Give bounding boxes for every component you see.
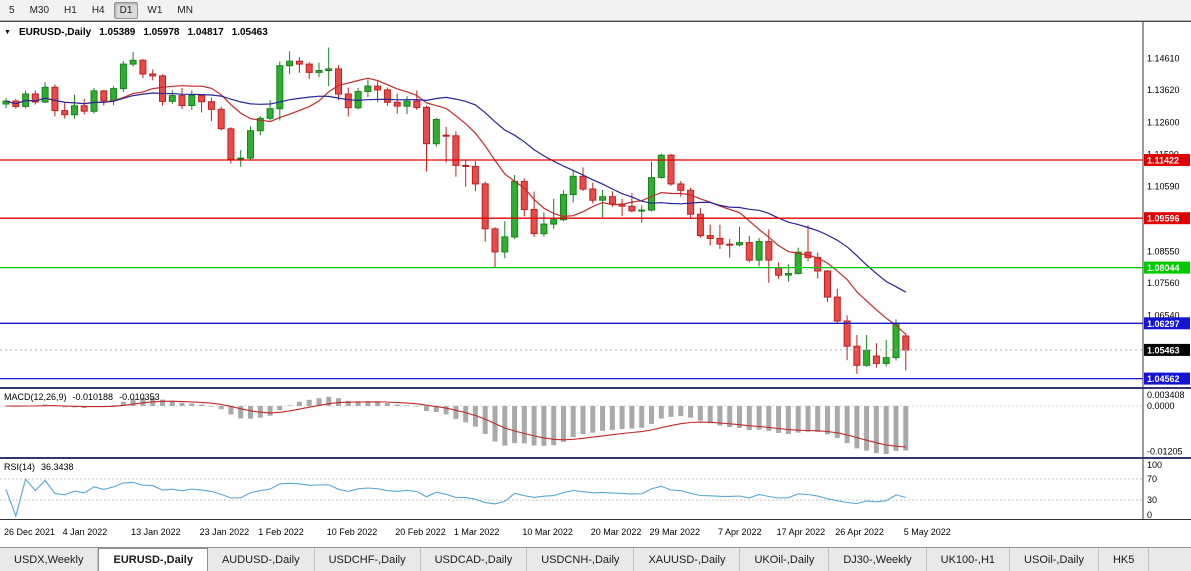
date-label: 23 Jan 2022 (199, 527, 250, 537)
svg-text:1.04562: 1.04562 (1147, 374, 1180, 384)
svg-text:1.12600: 1.12600 (1147, 117, 1180, 127)
svg-text:1.05463: 1.05463 (1147, 345, 1180, 355)
date-label: 20 Feb 2022 (395, 527, 446, 537)
date-label: 5 May 2022 (903, 527, 951, 537)
date-axis[interactable]: 26 Dec 2021 4 Jan 2022 13 Jan 2022 23 Jan 2… (0, 520, 1191, 547)
rsi-axis-labels[interactable]: 100 70 30 0 (1147, 460, 1162, 519)
rsi-label: RSI(14) 36.3438 (4, 462, 74, 472)
date-label: 7 Apr 2022 (717, 527, 762, 537)
svg-text:1.10590: 1.10590 (1147, 182, 1180, 192)
macd-value-main: -0.010188 (72, 392, 114, 402)
date-label: 26 Dec 2021 (4, 527, 56, 537)
chart-tab-hk5[interactable]: HK5 (1098, 548, 1150, 571)
chart-tab-ukoil-daily[interactable]: UKOil-,Daily (740, 548, 830, 571)
period-button-h1[interactable]: H1 (64, 4, 77, 16)
chart-tab-usdx-weekly[interactable]: USDX,Weekly (0, 548, 99, 571)
chart-title: ▼ EURUSD-,Daily 1.05389 1.05978 1.04817 … (4, 27, 268, 38)
period-button-w1[interactable]: W1 (147, 4, 163, 16)
date-label: 17 Apr 2022 (776, 527, 826, 537)
macd-label: MACD(12,26,9) -0.010188 -0.010353 (4, 392, 160, 402)
price-axis-labels[interactable]: 1.146101.136201.126001.115901.105901.095… (1147, 53, 1180, 320)
date-label: 10 Mar 2022 (522, 527, 573, 537)
date-label: 1 Mar 2022 (453, 527, 500, 537)
chart-title-open: 1.05389 (99, 27, 136, 38)
macd-panel[interactable]: MACD(12,26,9) -0.010188 -0.010353 0.0034… (0, 389, 1191, 459)
chart-title-symbol: EURUSD-,Daily (18, 27, 92, 38)
chart-tab-usdcad-daily[interactable]: USDCAD-,Daily (420, 548, 528, 571)
macd-name: MACD(12,26,9) (4, 392, 67, 402)
date-label: 20 Mar 2022 (590, 527, 642, 537)
rsi-level-lines (0, 478, 1143, 501)
period-button-h4[interactable]: H4 (91, 4, 105, 16)
chart-tab-eurusd-daily[interactable]: EURUSD-,Daily (98, 548, 208, 571)
horizontal-level-lines[interactable] (0, 159, 1143, 380)
date-label: 13 Jan 2022 (131, 527, 181, 537)
date-label: 26 Apr 2022 (835, 527, 884, 537)
svg-text:1.07560: 1.07560 (1147, 278, 1180, 288)
svg-text:-0.01205: -0.01205 (1147, 447, 1183, 457)
svg-text:1.06297: 1.06297 (1147, 319, 1180, 329)
rsi-canvas[interactable]: 100 70 30 0 (0, 459, 1191, 519)
chart-title-close: 1.05463 (231, 27, 268, 38)
chart-tab-usoil-daily[interactable]: USOil-,Daily (1010, 548, 1099, 571)
macd-value-signal: -0.010353 (119, 392, 160, 402)
chart-dropdown-arrow-icon[interactable]: ▼ (4, 28, 11, 36)
svg-text:1.14610: 1.14610 (1147, 53, 1180, 63)
date-label: 4 Jan 2022 (62, 527, 108, 537)
chart-tab-bar: USDX,Weekly EURUSD-,Daily AUDUSD-,Daily USD… (0, 547, 1191, 571)
svg-text:1.11422: 1.11422 (1147, 156, 1179, 166)
svg-text:30: 30 (1147, 495, 1157, 505)
rsi-panel[interactable]: RSI(14) 36.3438 100 70 30 0 (0, 459, 1191, 520)
candle-wicks (5, 47, 907, 374)
date-label: 10 Feb 2022 (326, 527, 378, 537)
date-label: 29 Mar 2022 (649, 527, 701, 537)
svg-text:1.08044: 1.08044 (1147, 263, 1180, 273)
macd-histogram (3, 396, 909, 454)
main-chart-panel[interactable]: ▼ EURUSD-,Daily 1.05389 1.05978 1.04817 … (0, 22, 1191, 389)
svg-text:0.0000: 0.0000 (1147, 401, 1175, 411)
rsi-name: RSI(14) (4, 462, 36, 472)
svg-text:1.13620: 1.13620 (1147, 85, 1180, 95)
period-button-m30[interactable]: M30 (29, 4, 50, 16)
price-badges: 1.11422 1.09596 1.08044 1.06297 1.04562 1.054… (1144, 154, 1190, 385)
chart-tab-audusd-daily[interactable]: AUDUSD-,Daily (207, 548, 315, 571)
macd-signal-line (5, 400, 906, 448)
candlestick-chart-canvas[interactable]: 1.146101.136201.126001.115901.105901.095… (0, 22, 1191, 387)
chart-title-high: 1.05978 (143, 27, 180, 38)
rsi-value: 36.3438 (41, 462, 74, 472)
period-button-5[interactable]: 5 (9, 4, 15, 16)
period-toolbar: 5 M30 H1 H4 D1 W1 MN (0, 0, 1191, 21)
chart-tab-usdcnh-daily[interactable]: USDCNH-,Daily (527, 548, 635, 571)
ma-fast-line[interactable] (5, 77, 907, 335)
candle-bodies (2, 59, 910, 366)
chart-title-low: 1.04817 (187, 27, 224, 38)
chart-tab-dj30-weekly[interactable]: DJ30-,Weekly (829, 548, 927, 571)
svg-text:0.003408: 0.003408 (1147, 390, 1185, 400)
svg-text:0: 0 (1147, 510, 1152, 519)
ma-slow-line[interactable] (5, 92, 907, 293)
svg-text:1.06540: 1.06540 (1147, 311, 1180, 321)
period-button-mn[interactable]: MN (177, 4, 193, 16)
svg-text:1.09596: 1.09596 (1147, 214, 1180, 224)
period-button-d1[interactable]: D1 (113, 1, 139, 19)
svg-text:70: 70 (1147, 474, 1157, 484)
svg-text:100: 100 (1147, 460, 1162, 470)
rsi-line (5, 477, 906, 518)
chart-area: ▼ EURUSD-,Daily 1.05389 1.05978 1.04817 … (0, 21, 1191, 547)
date-label: 1 Feb 2022 (258, 527, 304, 537)
svg-text:1.08550: 1.08550 (1147, 247, 1180, 257)
chart-tab-xauusd-daily[interactable]: XAUUSD-,Daily (634, 548, 741, 571)
chart-tab-usdchf-daily[interactable]: USDCHF-,Daily (314, 548, 421, 571)
chart-tab-uk100-h1[interactable]: UK100-,H1 (926, 548, 1011, 571)
